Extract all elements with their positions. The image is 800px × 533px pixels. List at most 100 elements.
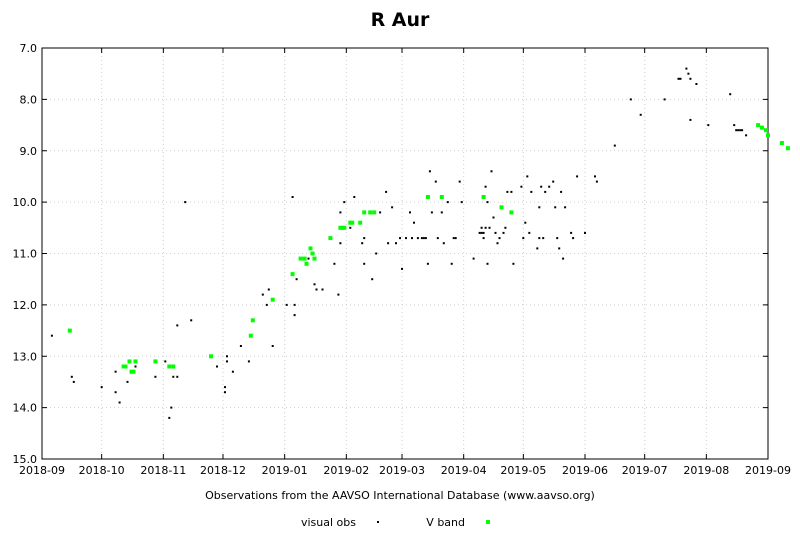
visual-obs-point	[558, 247, 561, 250]
visual-obs-point	[460, 201, 463, 204]
v-band-point	[368, 210, 373, 215]
visual-obs-point	[349, 226, 352, 229]
x-tick-label: 2018-12	[200, 464, 246, 477]
visual-obs-point	[542, 237, 545, 240]
visual-obs-point	[395, 242, 397, 245]
v-band-point	[481, 195, 486, 199]
visual-obs-point	[560, 190, 563, 193]
visual-obs-point	[482, 237, 485, 240]
v-band-point	[248, 333, 253, 338]
v-band-point	[127, 359, 132, 364]
visual-obs-point	[629, 98, 632, 101]
v-band-point	[756, 123, 761, 128]
visual-obs-point	[576, 175, 579, 178]
x-tick-label: 2018-10	[79, 464, 125, 477]
y-tick-label: 13.0	[13, 350, 38, 363]
v-band-point	[785, 146, 790, 151]
v-band-point	[328, 236, 333, 241]
v-band-point	[779, 141, 784, 145]
visual-obs-point	[442, 242, 445, 245]
y-tick-label: 15.0	[13, 453, 38, 466]
v-band-point	[312, 256, 317, 261]
visual-obs-point	[247, 360, 250, 363]
y-tick-label: 9.0	[20, 145, 38, 158]
visual-obs-point	[494, 231, 497, 234]
visual-obs-point	[285, 303, 288, 306]
y-tick-label: 14.0	[13, 402, 38, 415]
visual-obs-point	[512, 262, 515, 265]
visual-obs-point	[572, 237, 575, 240]
visual-obs-point	[486, 262, 489, 265]
visual-obs-point	[526, 175, 529, 178]
x-tick-label: 2018-09	[19, 464, 65, 477]
visual-obs-point	[430, 211, 433, 214]
v-band-point	[350, 220, 355, 225]
visual-obs-point	[510, 190, 513, 193]
visual-obs-point	[70, 375, 73, 378]
visual-obs-point	[291, 196, 294, 198]
visual-obs-point	[498, 237, 501, 240]
visual-obs-point	[488, 226, 491, 229]
x-tick-label: 2019-06	[562, 464, 608, 477]
visual-obs-point	[552, 180, 555, 183]
visual-obs-point	[184, 201, 187, 204]
x-tick-label: 2019-01	[262, 464, 308, 477]
v-band-point	[290, 272, 295, 277]
visual-obs-point	[695, 83, 698, 85]
visual-obs-point	[528, 231, 531, 234]
visual-obs-point	[480, 231, 483, 234]
visual-obs-point	[745, 134, 748, 137]
visual-obs-point	[134, 365, 137, 368]
visual-obs-point	[450, 262, 453, 265]
v-band-point	[308, 246, 313, 251]
visual-obs-point	[267, 288, 270, 291]
visual-obs-point	[405, 237, 407, 240]
visual-obs-point	[595, 180, 598, 183]
x-tick-label: 2019-03	[379, 464, 425, 477]
x-tick-label: 2019-05	[500, 464, 546, 477]
visual-obs-point	[540, 185, 543, 188]
visual-obs-point	[265, 303, 268, 306]
visual-obs-point	[231, 370, 234, 373]
v-band-point	[342, 225, 347, 230]
visual-obs-point	[490, 170, 493, 173]
visual-obs-point	[391, 206, 394, 209]
visual-obs-point	[426, 262, 429, 265]
visual-obs-point	[164, 360, 167, 363]
visual-obs-point	[353, 196, 356, 198]
visual-obs-point	[168, 416, 171, 419]
y-tick-label: 10.0	[13, 196, 38, 209]
v-band-point	[131, 369, 136, 374]
visual-obs-point	[399, 237, 401, 240]
visual-obs-point	[172, 375, 175, 378]
visual-obs-point	[363, 262, 366, 265]
visual-obs-point	[176, 375, 179, 378]
y-tick-label: 12.0	[13, 299, 38, 312]
visual-obs-point	[530, 190, 533, 193]
visual-obs-point	[261, 293, 264, 296]
visual-obs-point	[689, 118, 692, 121]
visual-obs-point	[100, 386, 103, 389]
visual-obs-point	[363, 237, 366, 240]
visual-obs-point	[321, 288, 324, 291]
visual-obs-point	[484, 185, 487, 188]
x-tick-label: 2019-07	[622, 464, 668, 477]
v-band-point	[764, 128, 768, 133]
visual-obs-point	[271, 345, 274, 347]
x-tick-label: 2019-02	[323, 464, 369, 477]
visual-obs-point	[544, 190, 547, 193]
legend-label-v-band: V band	[426, 516, 465, 529]
v-band-point	[133, 359, 138, 364]
visual-obs-point	[564, 206, 567, 209]
visual-obs-point	[548, 185, 551, 188]
visual-obs-point	[114, 370, 117, 373]
visual-obs-point	[216, 365, 218, 368]
visual-obs-point	[707, 124, 710, 127]
visual-obs-point	[420, 237, 423, 240]
visual-obs-point	[729, 93, 732, 96]
v-band-point	[358, 220, 363, 225]
visual-obs-point	[472, 257, 475, 260]
visual-obs-point	[522, 237, 525, 240]
visual-obs-point	[126, 380, 129, 383]
y-tick-label: 8.0	[20, 93, 38, 106]
